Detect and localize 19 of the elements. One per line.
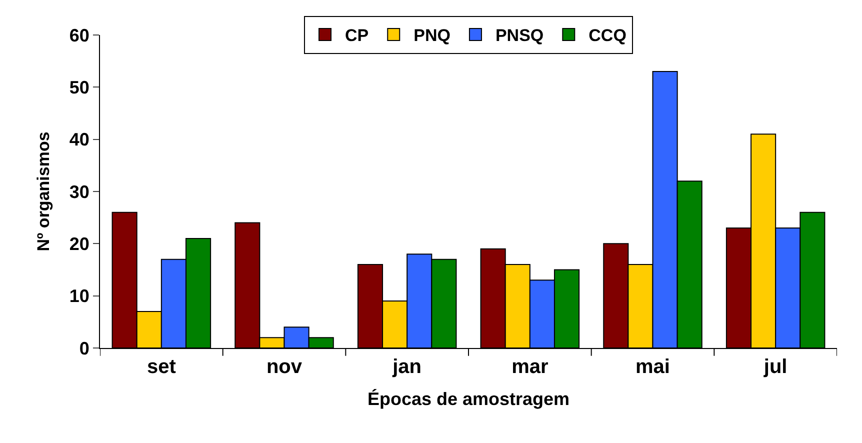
x-tick-label: mai xyxy=(636,356,670,378)
legend-label: PNSQ xyxy=(495,26,544,46)
y-tick-label: 50 xyxy=(69,77,90,98)
y-tick-label: 40 xyxy=(69,130,90,150)
x-tick-label: set xyxy=(146,356,176,378)
x-tick-label: mar xyxy=(512,356,548,378)
y-tick-label: 0 xyxy=(79,338,90,358)
y-tick-label: 30 xyxy=(69,182,90,202)
x-tick-label: jul xyxy=(762,356,788,378)
legend-label: CCQ xyxy=(588,26,626,46)
y-tick-label: 20 xyxy=(69,234,90,254)
x-axis-title: Épocas de amostragem xyxy=(367,389,570,410)
y-axis-title: Nº organismos xyxy=(34,132,53,252)
y-tick-label: 60 xyxy=(69,25,90,46)
x-tick-label: nov xyxy=(266,356,303,378)
legend-label: PNQ xyxy=(414,26,450,46)
x-tick-label: jan xyxy=(392,356,422,378)
y-tick-label: 10 xyxy=(69,286,90,306)
legend-label: CP xyxy=(345,26,369,46)
